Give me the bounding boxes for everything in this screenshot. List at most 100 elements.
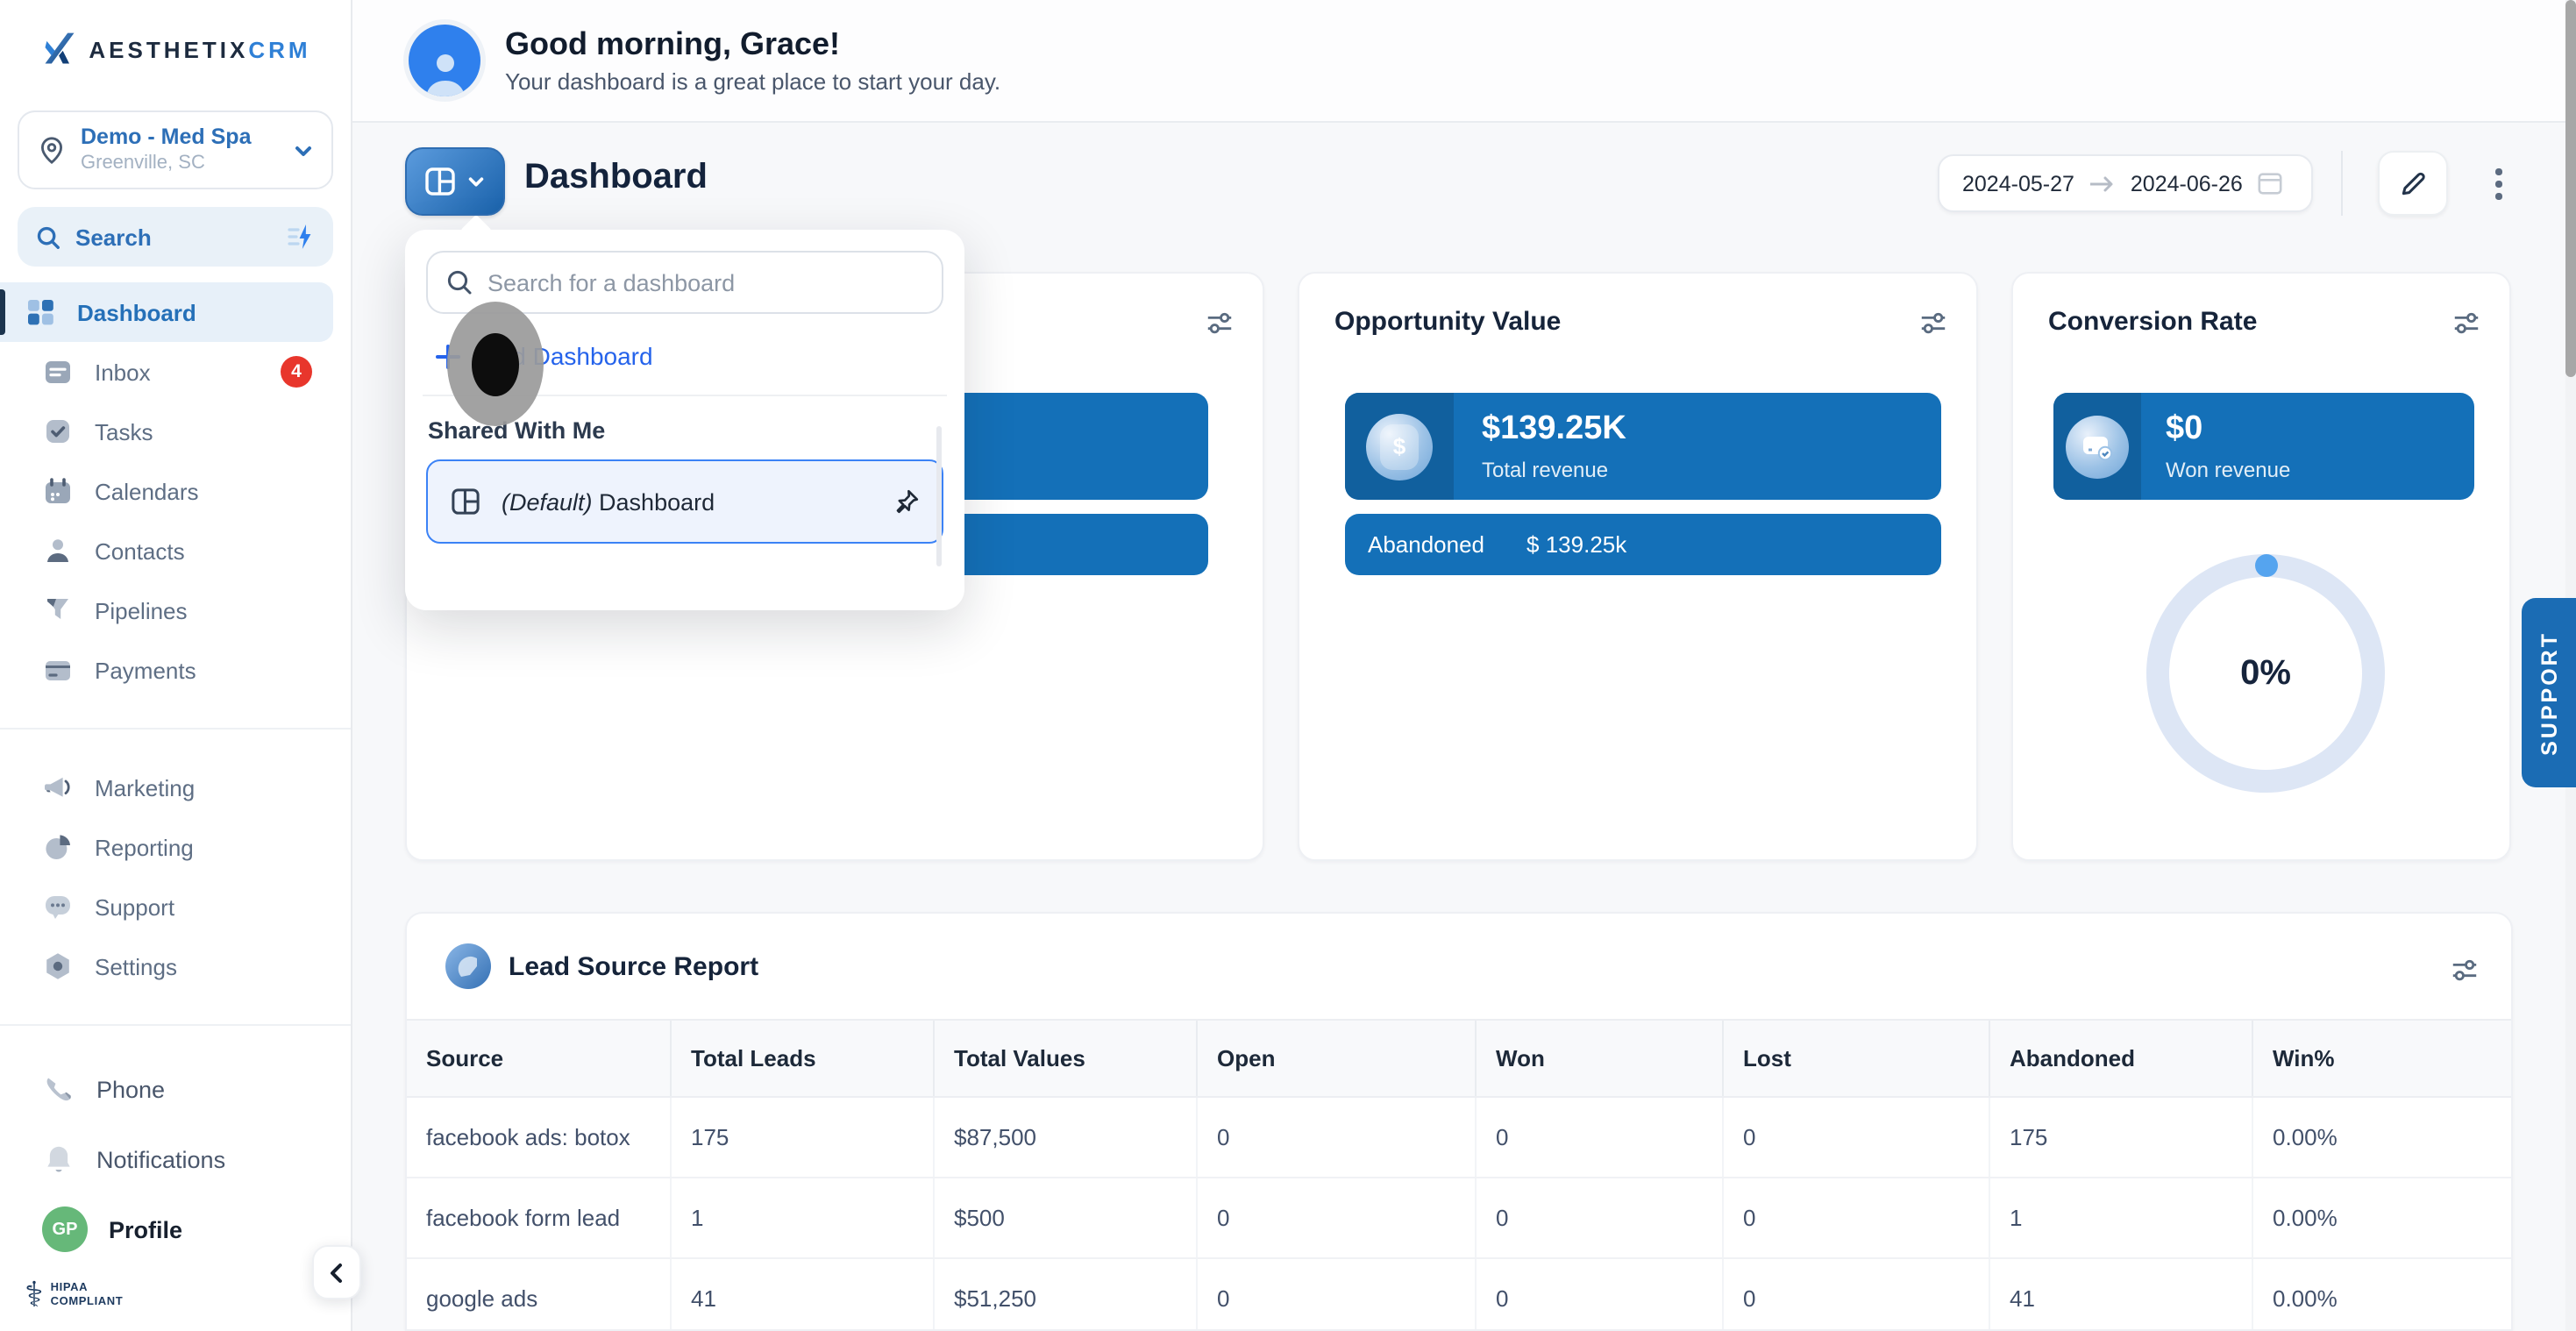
table-cell: 0: [1724, 1178, 1990, 1257]
dashboard-search-box[interactable]: [426, 251, 943, 314]
table-row[interactable]: facebook ads: botox 175 $87,500 0 0 0 17…: [407, 1098, 2511, 1178]
column-header: Total Values: [935, 1021, 1198, 1096]
table-cell: $51,250: [935, 1259, 1198, 1329]
table-cell: 175: [1990, 1098, 2253, 1177]
sidebar-item-label: Tasks: [95, 418, 153, 445]
sidebar-item-inbox[interactable]: Inbox 4: [18, 343, 333, 402]
table-cell: 0: [1477, 1259, 1724, 1329]
sidebar-item-label: Calendars: [95, 478, 199, 505]
sidebar-search-label: Search: [75, 224, 152, 251]
cursor-click-indicator-inner: [472, 333, 519, 396]
column-header: Won: [1477, 1021, 1724, 1096]
sidebar-item-pipelines[interactable]: Pipelines: [18, 581, 333, 641]
menu-divider: [423, 395, 947, 396]
sidebar: AESTHETIXCRM Demo - Med Spa Greenville, …: [0, 0, 352, 1331]
sidebar-item-label: Contacts: [95, 537, 185, 565]
table-row[interactable]: facebook form lead 1 $500 0 0 0 1 0.00%: [407, 1178, 2511, 1259]
table-cell: 1: [1990, 1178, 2253, 1257]
date-end: 2024-06-26: [2130, 171, 2243, 196]
greeting-bar: Good morning, Grace! Your dashboard is a…: [352, 0, 2576, 123]
edit-dashboard-button[interactable]: [2378, 151, 2448, 216]
sidebar-item-notifications[interactable]: Notifications: [18, 1125, 333, 1195]
sidebar-item-profile[interactable]: GP Profile: [18, 1195, 333, 1265]
sidebar-item-contacts[interactable]: Contacts: [18, 522, 333, 581]
table-cell: 0.00%: [2253, 1178, 2511, 1257]
table-cell: 0.00%: [2253, 1259, 2511, 1329]
page-scrollbar-thumb[interactable]: [2565, 0, 2576, 377]
sidebar-item-label: Support: [95, 893, 175, 921]
gear-icon: [46, 953, 69, 980]
location-text: Demo - Med Spa Greenville, SC: [81, 125, 252, 176]
total-revenue-block: $ $139.25K Total revenue: [1345, 393, 1941, 500]
user-avatar[interactable]: [409, 25, 480, 96]
layout-icon: [452, 488, 480, 515]
pie-chart-icon: [445, 943, 491, 989]
table-cell: 41: [672, 1259, 935, 1329]
secondary-nav: Marketing Reporting Support: [0, 758, 351, 997]
calendar-icon: [46, 478, 70, 504]
sidebar-item-reporting[interactable]: Reporting: [18, 818, 333, 878]
table-cell: 41: [1990, 1259, 2253, 1329]
date-range-picker[interactable]: 2024-05-27 2024-06-26: [1938, 154, 2313, 212]
sidebar-item-label: Marketing: [95, 774, 196, 801]
marketing-megaphone-icon: [45, 778, 70, 798]
sidebar-collapse-button[interactable]: [312, 1245, 361, 1299]
sidebar-item-support[interactable]: Support: [18, 878, 333, 937]
caduceus-icon: ⚕: [25, 1277, 44, 1316]
sidebar-item-settings[interactable]: Settings: [18, 937, 333, 997]
sidebar-item-label: Inbox: [95, 359, 151, 386]
sidebar-item-tasks[interactable]: Tasks: [18, 402, 333, 462]
pipelines-funnel-icon: [47, 599, 68, 620]
table-cell: 0: [1724, 1098, 1990, 1177]
sidebar-item-label: Payments: [95, 657, 196, 684]
menu-scrollbar[interactable]: [936, 426, 942, 566]
calendar-icon: [2258, 173, 2282, 195]
abandoned-label: Abandoned: [1368, 531, 1485, 558]
default-dashboard-item[interactable]: (Default) Dashboard: [426, 459, 943, 544]
table-cell: 175: [672, 1098, 935, 1177]
arrow-right-icon: [2089, 175, 2113, 191]
sidebar-item-label: Phone: [96, 1076, 166, 1103]
hipaa-text: HIPAA COMPLIANT: [50, 1281, 124, 1309]
phone-icon: [46, 1078, 71, 1100]
sidebar-item-marketing[interactable]: Marketing: [18, 758, 333, 818]
page-header: Dashboard 2024-05-27 2024-06-26: [352, 123, 2576, 274]
brand-name: AESTHETIXCRM: [89, 36, 311, 62]
sidebar-item-label: Dashboard: [77, 299, 196, 326]
sidebar-item-payments[interactable]: Payments: [18, 641, 333, 701]
pin-icon[interactable]: [891, 487, 921, 516]
sliders-icon[interactable]: [2451, 309, 2481, 338]
sliders-icon[interactable]: [2450, 956, 2480, 986]
sidebar-item-phone[interactable]: Phone: [18, 1055, 333, 1125]
date-start: 2024-05-27: [1962, 171, 2074, 196]
abandoned-value: $ 139.25k: [1526, 531, 1627, 558]
table-row[interactable]: google ads 41 $51,250 0 0 0 41 0.00%: [407, 1259, 2511, 1329]
greeting-text: Good morning, Grace! Your dashboard is a…: [505, 26, 1000, 95]
support-chat-icon: [46, 896, 70, 920]
conversion-donut-chart: 0%: [2146, 554, 2385, 793]
sliders-icon[interactable]: [1205, 309, 1235, 338]
greeting-subtitle: Your dashboard is a great place to start…: [505, 68, 1001, 95]
won-revenue-value: $0: [2166, 410, 2203, 447]
opportunity-value-card: Opportunity Value $ $139.25K Total reven…: [1298, 272, 1978, 861]
hipaa-compliant-badge: ⚕ HIPAA COMPLIANT: [25, 1279, 351, 1314]
more-options-button[interactable]: [2483, 158, 2515, 210]
sliders-icon[interactable]: [1918, 309, 1948, 338]
sidebar-item-calendars[interactable]: Calendars: [18, 462, 333, 522]
dollar-icon: $: [1366, 413, 1433, 480]
location-selector[interactable]: Demo - Med Spa Greenville, SC: [18, 110, 333, 190]
sidebar-search[interactable]: Search: [18, 207, 333, 267]
dashboard-search-input[interactable]: [487, 269, 924, 295]
table-cell: 0: [1477, 1178, 1724, 1257]
inbox-badge: 4: [281, 356, 312, 388]
support-tab[interactable]: SUPPORT: [2522, 598, 2576, 787]
search-icon: [447, 270, 472, 295]
lead-source-report-card: Lead Source Report Source Total Leads To…: [405, 912, 2513, 1331]
payments-card-icon: [46, 661, 70, 681]
lead-source-table: Source Total Leads Total Values Open Won…: [407, 1019, 2511, 1329]
sidebar-item-dashboard[interactable]: Dashboard: [0, 282, 333, 343]
dashboard-switcher-button[interactable]: [405, 147, 505, 216]
table-body: facebook ads: botox 175 $87,500 0 0 0 17…: [407, 1098, 2511, 1329]
person-icon: [425, 54, 464, 96]
report-title: Lead Source Report: [509, 952, 759, 982]
